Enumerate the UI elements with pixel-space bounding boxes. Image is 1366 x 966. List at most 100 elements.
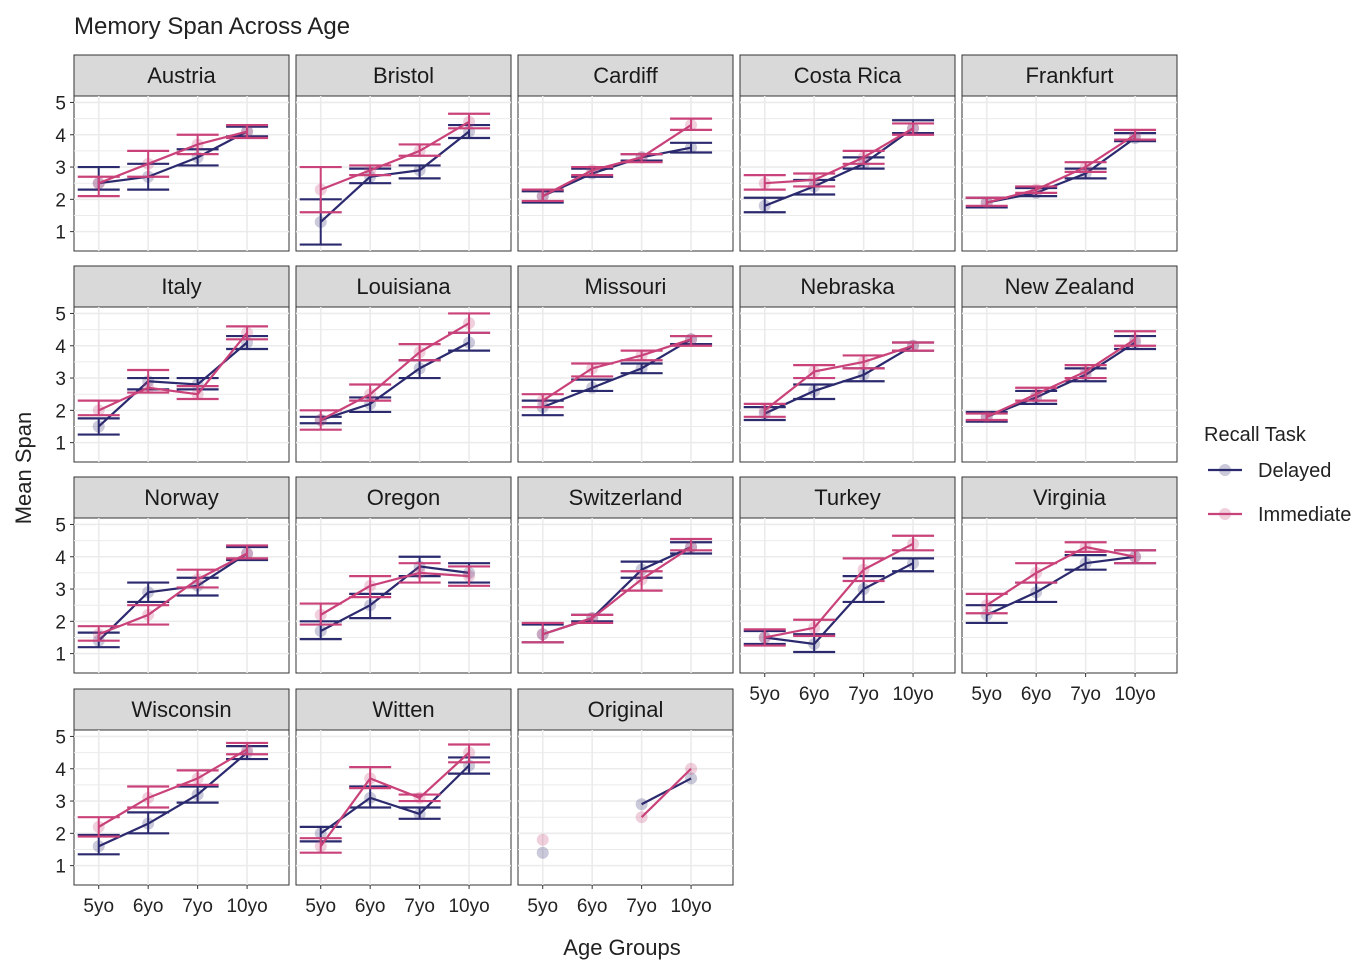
facet-label: Cardiff bbox=[593, 63, 658, 88]
facet-panel: Virginia 5yo 6yo 7yo 10yo bbox=[961, 476, 1178, 705]
facet-label: Frankfurt bbox=[1025, 63, 1113, 88]
delayed-point bbox=[536, 846, 549, 859]
delayed-line bbox=[320, 341, 470, 422]
facet-label: Turkey bbox=[814, 485, 880, 510]
facet-panel: Cardiff bbox=[517, 54, 734, 252]
legend-entry-label: Delayed bbox=[1258, 460, 1331, 482]
y-tick-label: 5 bbox=[55, 93, 66, 114]
facet-panel: Original 5yo 6yo 7yo 10yo bbox=[517, 688, 734, 917]
delayed-line bbox=[319, 130, 470, 223]
x-tick-label: 10yo bbox=[448, 896, 489, 917]
plot-area bbox=[517, 729, 734, 886]
y-tick-label: 1 bbox=[55, 857, 66, 878]
x-tick-label: 6yo bbox=[577, 896, 608, 917]
delayed-line bbox=[986, 341, 1136, 418]
y-tick-label: 5 bbox=[55, 727, 66, 748]
legend-key-point bbox=[1219, 464, 1231, 476]
immediate-line bbox=[542, 546, 692, 636]
x-tick-label: 10yo bbox=[226, 896, 267, 917]
facet-label: Oregon bbox=[367, 485, 440, 510]
facet-strip bbox=[517, 476, 734, 519]
y-tick-label: 2 bbox=[55, 401, 66, 422]
facet-label: Austria bbox=[147, 63, 216, 88]
delayed-line bbox=[764, 127, 914, 207]
delayed-line bbox=[764, 344, 914, 415]
y-tick-label: 5 bbox=[55, 304, 66, 325]
immediate-line bbox=[640, 767, 692, 818]
y-tick-label: 1 bbox=[55, 434, 66, 455]
facet-label: Costa Rica bbox=[794, 63, 902, 88]
facet-label: Missouri bbox=[585, 274, 667, 299]
y-tick-label: 4 bbox=[55, 548, 66, 569]
x-tick-label: 7yo bbox=[182, 896, 213, 917]
delayed-line bbox=[320, 764, 470, 835]
plot-area bbox=[961, 517, 1178, 674]
facet-strip bbox=[295, 688, 512, 731]
facet-panel: Frankfurt bbox=[961, 54, 1178, 252]
x-tick-label: 5yo bbox=[749, 684, 780, 705]
x-tick-label: 6yo bbox=[133, 896, 164, 917]
legend-key-point bbox=[1219, 508, 1231, 520]
x-tick-label: 6yo bbox=[799, 684, 830, 705]
immediate-point bbox=[536, 833, 549, 846]
delayed-line bbox=[641, 777, 692, 806]
facet-panel: Switzerland bbox=[517, 476, 734, 674]
y-tick-label: 1 bbox=[55, 223, 66, 244]
x-tick-label: 5yo bbox=[83, 896, 114, 917]
delayed-point bbox=[685, 772, 698, 785]
x-tick-label: 5yo bbox=[305, 896, 336, 917]
plot-area bbox=[517, 95, 734, 252]
delayed-line bbox=[986, 137, 1136, 204]
x-tick-label: 10yo bbox=[1114, 684, 1155, 705]
facet-strip bbox=[295, 54, 512, 97]
immediate-line bbox=[98, 332, 248, 412]
facet-strip bbox=[739, 476, 956, 519]
immediate-line bbox=[98, 130, 248, 185]
x-tick-label: 7yo bbox=[1070, 684, 1101, 705]
facet-panel: Austria 1 2 3 4 5 bbox=[55, 54, 290, 252]
y-tick-label: 1 bbox=[55, 645, 66, 666]
facet-label: Virginia bbox=[1033, 485, 1107, 510]
facet-panel: Norway 1 2 3 4 5 bbox=[55, 476, 290, 674]
x-tick-label: 6yo bbox=[355, 896, 386, 917]
facet-label: Witten bbox=[372, 697, 434, 722]
immediate-line bbox=[764, 344, 914, 412]
facet-label: Bristol bbox=[373, 63, 434, 88]
immediate-line bbox=[319, 751, 470, 847]
facet-label: New Zealand bbox=[1005, 274, 1135, 299]
immediate-line bbox=[320, 120, 470, 191]
plot-area bbox=[295, 306, 512, 463]
facet-panel: Oregon bbox=[295, 476, 512, 674]
delayed-line bbox=[98, 130, 248, 185]
facet-strip bbox=[73, 265, 290, 308]
x-tick-label: 7yo bbox=[404, 896, 435, 917]
immediate-line bbox=[764, 127, 914, 185]
facet-strip bbox=[961, 54, 1178, 97]
plot-area bbox=[73, 95, 290, 252]
plot-area bbox=[517, 517, 734, 674]
immediate-line bbox=[320, 322, 470, 421]
chart-title: Memory Span Across Age bbox=[74, 13, 350, 40]
immediate-line bbox=[986, 545, 1136, 607]
legend-entry-label: Immediate bbox=[1258, 504, 1351, 526]
facet-panel: Nebraska bbox=[739, 265, 956, 463]
y-tick-label: 5 bbox=[55, 515, 66, 536]
plot-area bbox=[739, 95, 956, 252]
facet-panel: Costa Rica bbox=[739, 54, 956, 252]
x-tick-label: 10yo bbox=[670, 896, 711, 917]
facet-strip bbox=[961, 476, 1178, 519]
x-tick-label: 5yo bbox=[971, 684, 1002, 705]
delayed-line bbox=[97, 552, 248, 642]
facet-strip bbox=[295, 265, 512, 308]
facet-panel: Turkey 5yo 6yo 7yo 10yo bbox=[739, 476, 956, 705]
facet-label: Switzerland bbox=[569, 485, 683, 510]
facet-strip bbox=[295, 476, 512, 519]
immediate-point bbox=[685, 762, 698, 775]
immediate-point bbox=[635, 811, 648, 824]
facet-strip bbox=[517, 688, 734, 731]
plot-area bbox=[961, 306, 1178, 463]
facet-label: Wisconsin bbox=[131, 697, 231, 722]
plot-area bbox=[739, 306, 956, 463]
facet-strip bbox=[517, 265, 734, 308]
